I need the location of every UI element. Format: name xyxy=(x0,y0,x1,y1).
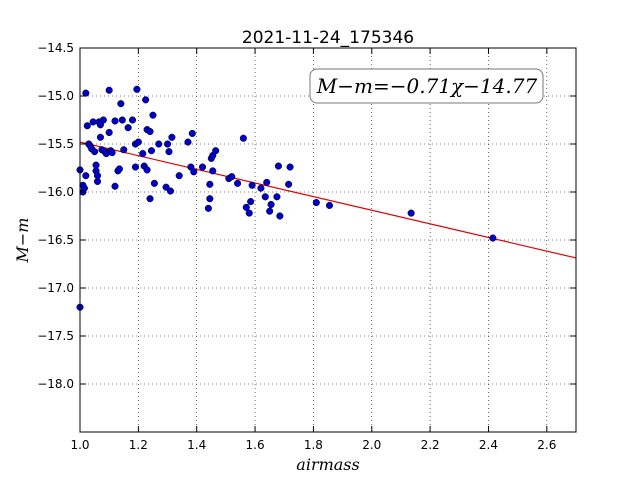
data-point xyxy=(257,184,265,192)
data-point xyxy=(105,86,113,94)
data-point xyxy=(118,116,126,124)
data-point xyxy=(212,147,220,155)
data-point xyxy=(155,140,163,148)
fit-equation-frame xyxy=(309,68,544,104)
data-point xyxy=(146,195,154,203)
data-point xyxy=(263,178,271,186)
y-tick-label: −16.0 xyxy=(37,185,74,199)
data-point xyxy=(139,150,147,158)
data-point xyxy=(111,182,119,190)
data-point xyxy=(247,198,255,206)
data-point xyxy=(273,193,281,201)
y-axis-label: M−m xyxy=(13,218,32,264)
data-point xyxy=(312,199,320,207)
x-tick-label: 2.6 xyxy=(537,438,556,452)
y-tick-label: −16.5 xyxy=(37,233,74,247)
data-point xyxy=(117,100,125,108)
data-point xyxy=(267,200,275,209)
data-point xyxy=(124,124,132,132)
y-tick-label: −15.5 xyxy=(37,137,74,151)
x-tick-label: 1.0 xyxy=(70,438,89,452)
x-tick-label: 2.4 xyxy=(479,438,498,452)
y-tick-label: −14.5 xyxy=(37,41,74,55)
x-tick-label: 2.0 xyxy=(362,438,381,452)
y-tick-label: −18.0 xyxy=(37,377,74,391)
data-point xyxy=(165,148,173,156)
data-point xyxy=(198,163,207,171)
data-point xyxy=(166,187,174,195)
data-point xyxy=(150,179,158,187)
data-point xyxy=(168,133,176,141)
data-point xyxy=(92,161,100,169)
data-point xyxy=(146,127,154,136)
data-point xyxy=(111,117,119,125)
x-tick-label: 1.4 xyxy=(187,438,206,452)
x-axis-label: airmass xyxy=(296,455,359,474)
data-point xyxy=(175,172,183,180)
data-point xyxy=(149,111,157,119)
y-tick-label: −17.5 xyxy=(37,329,74,343)
data-point xyxy=(286,163,294,171)
data-point xyxy=(234,179,242,187)
data-point xyxy=(242,203,250,211)
data-point xyxy=(99,116,107,124)
x-tick-label: 1.2 xyxy=(129,438,148,452)
data-point xyxy=(108,149,116,157)
data-point xyxy=(188,129,196,137)
y-tick-label: −17.0 xyxy=(37,281,74,295)
data-point xyxy=(147,147,156,155)
chart-title: 2021-11-24_175346 xyxy=(242,28,414,48)
data-point xyxy=(209,167,217,175)
data-point xyxy=(80,184,88,192)
data-point xyxy=(206,195,214,203)
data-point xyxy=(143,166,151,174)
x-tick-label: 1.8 xyxy=(304,438,323,452)
data-point xyxy=(489,234,497,242)
data-point xyxy=(91,148,99,156)
data-point xyxy=(274,162,282,170)
data-point xyxy=(285,180,293,188)
data-point xyxy=(105,128,113,137)
data-point xyxy=(163,140,172,148)
data-point xyxy=(239,134,247,142)
data-point xyxy=(228,173,236,181)
x-tick-label: 2.2 xyxy=(421,438,440,452)
fit-equation-box: M−m=−0.71χ−14.77 xyxy=(309,68,544,104)
data-point xyxy=(82,89,90,97)
y-tick-label: −15.0 xyxy=(37,89,74,103)
data-point xyxy=(115,165,123,173)
data-point xyxy=(206,180,214,188)
data-point xyxy=(325,201,334,209)
data-point xyxy=(245,209,253,217)
data-point xyxy=(248,181,256,189)
data-point xyxy=(134,138,142,146)
data-point xyxy=(204,204,212,212)
data-point xyxy=(96,133,104,141)
data-point xyxy=(128,116,137,124)
data-point xyxy=(82,172,90,180)
data-point xyxy=(93,177,102,185)
data-point xyxy=(266,207,274,215)
fit-equation-label: M−m=−0.71χ−14.77 xyxy=(316,74,538,98)
data-point xyxy=(276,212,284,220)
data-point xyxy=(131,163,139,171)
data-point xyxy=(133,85,141,93)
data-point xyxy=(407,209,415,217)
x-tick-label: 1.6 xyxy=(246,438,265,452)
data-point xyxy=(190,168,198,176)
data-point xyxy=(120,146,128,154)
data-point xyxy=(83,122,91,130)
data-point xyxy=(184,138,192,146)
data-point xyxy=(142,96,150,104)
data-point xyxy=(261,193,269,201)
